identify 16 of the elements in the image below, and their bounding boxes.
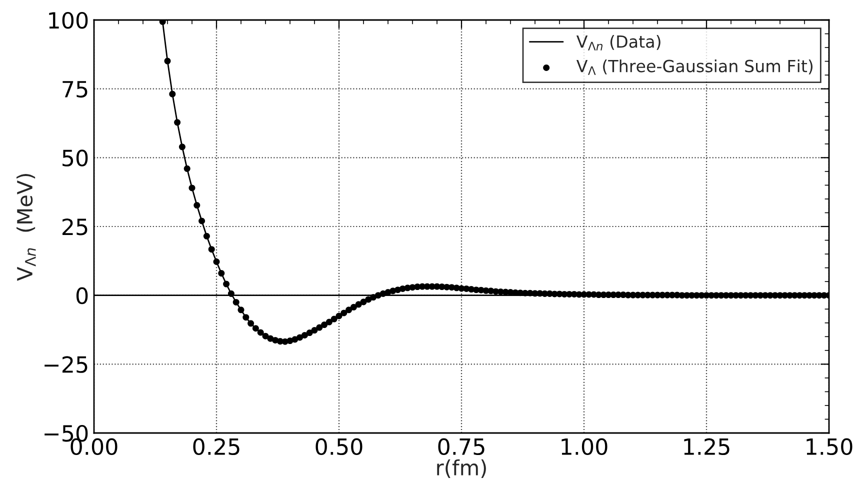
legend-label: V$_{Λn}$ (Data): [576, 34, 660, 50]
y-axis-title: V$_{Λn}$ (MeV): [16, 174, 36, 281]
y-tick-label: 75: [62, 81, 88, 98]
y-tick-label: 50: [62, 150, 88, 166]
y-tick-label: −25: [44, 356, 88, 373]
y-tick-label: 100: [49, 12, 88, 29]
y-tick-label: 25: [62, 218, 88, 236]
x-tick-label: 0.50: [316, 438, 362, 456]
x-tick-label: 0.25: [193, 438, 240, 456]
x-tick-label: 1.50: [806, 438, 852, 456]
x-tick-label: 1.25: [684, 438, 730, 456]
x-tick-label: 0.75: [438, 438, 484, 456]
x-tick-label: 1.00: [562, 438, 608, 456]
legend-label: V$_{Λ}$ (Three-Gaussian Sum Fit): [576, 59, 813, 75]
y-tick-label: 0: [76, 287, 88, 304]
x-axis-title: r(fm): [437, 459, 486, 478]
